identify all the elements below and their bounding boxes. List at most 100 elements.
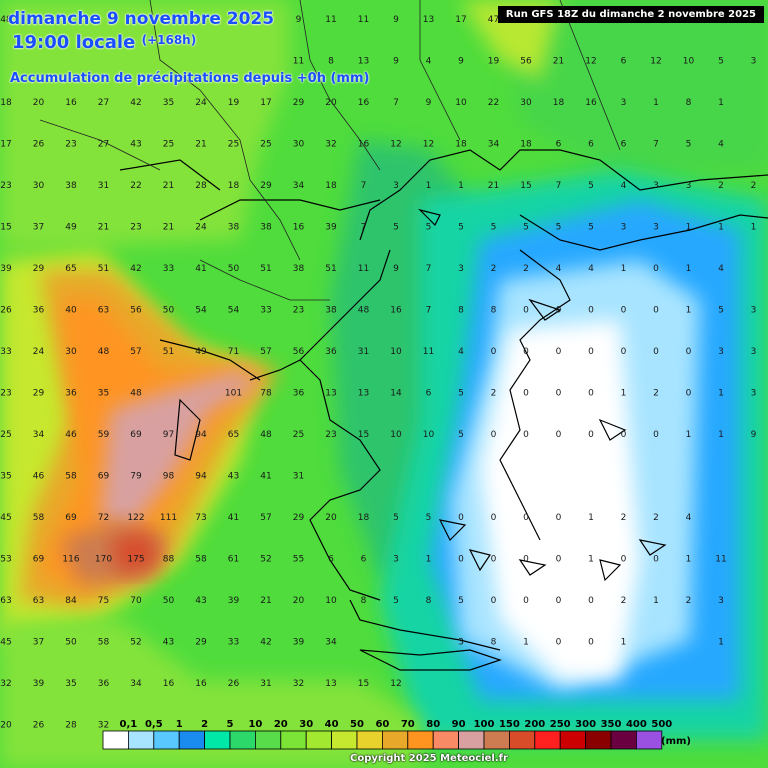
grid-value: 50 — [228, 264, 240, 274]
grid-value: 1 — [751, 223, 757, 233]
grid-value: 43 — [195, 596, 206, 606]
grid-value: 9 — [393, 264, 399, 274]
legend-swatch — [331, 730, 358, 750]
grid-value: 18 — [358, 513, 370, 523]
grid-value: 1 — [686, 264, 692, 274]
grid-value: 84 — [65, 596, 77, 606]
grid-value: 13 — [358, 389, 369, 399]
grid-value: 58 — [195, 555, 207, 565]
grid-value: 5 — [556, 223, 562, 233]
grid-value: 17 — [260, 98, 271, 108]
grid-value: 39 — [325, 223, 337, 233]
grid-value: 15 — [358, 679, 369, 689]
grid-value: 1 — [718, 638, 724, 648]
grid-value: 3 — [686, 181, 692, 191]
grid-value: 16 — [585, 98, 597, 108]
grid-value: 9 — [296, 15, 302, 25]
legend-label: 50 — [350, 719, 364, 730]
legend-swatch — [508, 730, 536, 750]
legend-swatch — [204, 730, 231, 750]
grid-value: 10 — [390, 347, 402, 357]
grid-value: 48 — [260, 430, 272, 440]
grid-value: 12 — [390, 140, 401, 150]
grid-value: 55 — [293, 555, 304, 565]
grid-value: 0 — [491, 430, 497, 440]
grid-value: 71 — [228, 347, 239, 357]
grid-value: 35 — [98, 389, 109, 399]
grid-value: 0 — [458, 555, 464, 565]
grid-value: 24 — [33, 347, 45, 357]
grid-value: 3 — [458, 264, 464, 274]
grid-value: 51 — [325, 264, 336, 274]
legend-swatch — [280, 730, 307, 750]
grid-value: 2 — [621, 513, 627, 523]
grid-value: 54 — [195, 306, 207, 316]
grid-value: 7 — [361, 181, 367, 191]
grid-value: 5 — [458, 389, 464, 399]
grid-value: 48 — [130, 389, 142, 399]
grid-value: 0 — [523, 513, 529, 523]
grid-value: 18 — [228, 181, 240, 191]
grid-value: 75 — [98, 596, 109, 606]
grid-value: 2 — [491, 264, 497, 274]
grid-value: 26 — [0, 306, 12, 316]
grid-value: 36 — [33, 306, 45, 316]
grid-value: 11 — [358, 264, 369, 274]
legend-swatch — [153, 730, 180, 750]
grid-value: 48 — [0, 15, 12, 25]
grid-value: 12 — [390, 679, 401, 689]
grid-value: 34 — [325, 638, 337, 648]
grid-value: 29 — [195, 638, 207, 648]
grid-value: 2 — [523, 264, 529, 274]
forecast-time: 19:00 locale (+168h) — [12, 32, 196, 53]
grid-value: 16 — [358, 140, 370, 150]
grid-value: 88 — [163, 555, 175, 565]
grid-value: 49 — [65, 223, 77, 233]
grid-value: 16 — [195, 679, 207, 689]
grid-value: 47 — [488, 15, 499, 25]
grid-value: 63 — [98, 306, 109, 316]
grid-value: 0 — [491, 513, 497, 523]
grid-value: 41 — [260, 472, 271, 482]
grid-value: 13 — [423, 15, 434, 25]
grid-value: 170 — [95, 555, 112, 565]
grid-value: 23 — [0, 389, 11, 399]
legend-labels: 0,1 0,5 1 2 5 10 20 30 40 50 60 70 80 90 100 150 200 250 3… — [120, 719, 673, 730]
grid-value: 15 — [520, 181, 531, 191]
grid-value: 23 — [130, 223, 141, 233]
grid-value: 0 — [523, 596, 529, 606]
grid-value: 23 — [325, 430, 336, 440]
grid-value: 42 — [130, 98, 141, 108]
grid-value: 29 — [293, 513, 305, 523]
grid-value: 20 — [33, 98, 45, 108]
borders — [39, 0, 621, 301]
grid-value: 1 — [653, 98, 659, 108]
grid-value: 42 — [130, 264, 141, 274]
grid-value: 38 — [293, 264, 305, 274]
grid-value: 8 — [686, 98, 692, 108]
grid-value: 10 — [455, 98, 467, 108]
grid-value: 1 — [718, 389, 724, 399]
grid-value: 3 — [751, 389, 757, 399]
grid-value: 0 — [556, 555, 562, 565]
grid-value: 36 — [293, 389, 305, 399]
grid-value: 10 — [325, 596, 337, 606]
grid-value: 58 — [65, 472, 77, 482]
grid-value: 5 — [718, 306, 724, 316]
legend-swatch — [559, 730, 587, 750]
grid-value: 19 — [488, 57, 500, 67]
grid-value: 21 — [260, 596, 271, 606]
grid-values: 4891111913174711813949195621126121053118… — [0, 15, 757, 731]
grid-value: 21 — [488, 181, 499, 191]
grid-value: 18 — [455, 140, 467, 150]
legend-label: 80 — [426, 719, 440, 730]
legend-swatch — [381, 730, 409, 750]
grid-value: 2 — [686, 596, 692, 606]
legend-label: 60 — [375, 719, 389, 730]
grid-value: 0 — [686, 389, 692, 399]
legend-swatch — [305, 730, 333, 750]
grid-value: 48 — [98, 347, 110, 357]
grid-value: 25 — [228, 140, 239, 150]
legend-label: 2 — [201, 719, 208, 730]
